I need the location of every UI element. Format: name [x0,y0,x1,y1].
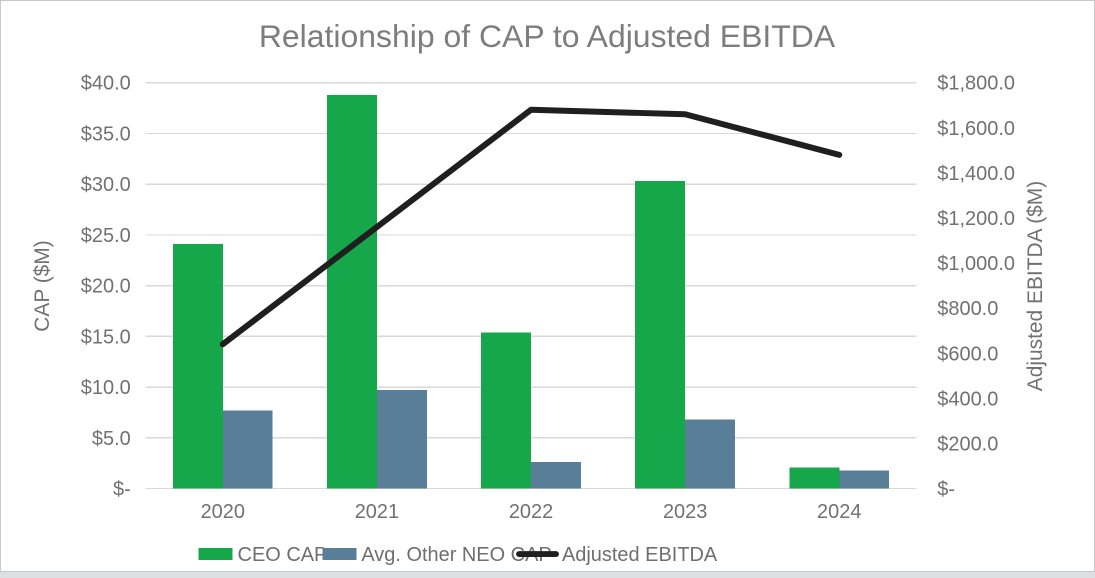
line-adjusted-ebitda [219,106,843,348]
legend-label: Adjusted EBITDA [562,544,718,566]
category-label: 2024 [817,501,861,523]
left-axis-tick: $40.0 [81,73,131,95]
legend-swatch-2 [322,548,357,561]
legend-label: CEO CAP [238,544,328,566]
right-axis-tick: $1,600.0 [937,118,1015,140]
left-axis-tick: $10.0 [81,377,131,399]
bar-ceo-cap [635,181,686,489]
right-axis-tick: $1,400.0 [937,163,1015,185]
right-axis-tick: $400.0 [937,388,998,410]
right-axis-tick: $800.0 [937,298,998,320]
left-axis-tick: $20.0 [81,276,131,298]
legend: CEO CAP Avg. Other NEO CAP Adjusted EBITDA [198,544,718,566]
bar-avg-other-neo-cap [531,462,581,489]
bar-avg-other-neo-cap [376,390,427,489]
right-axis-tick: $200.0 [937,433,998,455]
category-label: 2021 [355,501,399,523]
right-axis-tick: $1,200.0 [937,208,1015,230]
right-axis-tick: $- [937,479,955,501]
left-axis-tick: $15.0 [81,326,131,348]
left-axis-tick: $35.0 [81,123,131,145]
bar-avg-other-neo-cap [685,419,736,489]
category-labels: 2020 2021 2022 2023 2024 [201,501,862,523]
legend-label: Avg. Other NEO CAP [361,544,551,566]
bar-ceo-cap [327,94,377,489]
bar-ceo-cap [481,332,532,489]
left-axis-tick: $5.0 [92,428,131,450]
left-axis-tick: $25.0 [81,225,131,247]
right-axis-tick: $600.0 [937,343,998,365]
gridlines [145,82,917,490]
bar-avg-other-neo-cap [222,410,273,489]
category-label: 2020 [201,501,245,523]
category-label: 2023 [663,501,707,523]
right-axis-tick: $1,000.0 [937,253,1015,275]
right-axis-title: Adjusted EBITDA ($M) [1024,181,1047,391]
line-series [219,106,843,348]
bar-ceo-cap [172,244,223,489]
chart-title: Relationship of CAP to Adjusted EBITDA [259,18,836,54]
bar-series [172,94,890,489]
left-axis-tick: $30.0 [81,174,131,196]
legend-swatch-1 [198,548,233,561]
bar-ceo-cap [789,467,840,489]
left-axis-tick: $- [113,479,131,501]
bar-avg-other-neo-cap [839,470,890,489]
left-axis-title: CAP ($M) [31,240,54,331]
right-axis-tick: $1,800.0 [937,73,1015,95]
category-label: 2022 [509,501,553,523]
axis-tick-labels: $- $5.0 $10.0 $15.0 $20.0 $25.0 $30.0 $35.0 $40.… [81,73,1015,501]
